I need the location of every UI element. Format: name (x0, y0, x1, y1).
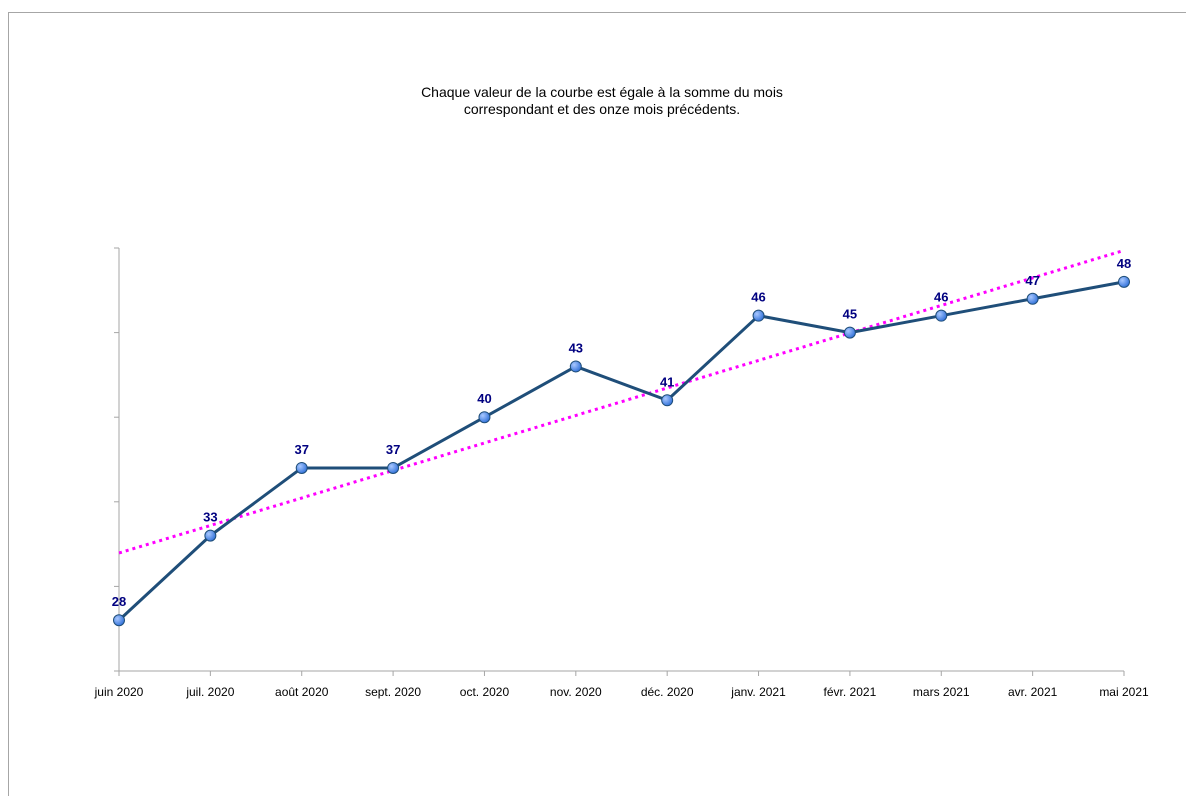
data-point (569, 360, 582, 373)
x-tick-label: sept. 2020 (365, 685, 421, 699)
data-point (1026, 292, 1039, 305)
axes (114, 247, 1125, 676)
data-label: 40 (477, 391, 491, 406)
chart-frame (8, 12, 1186, 796)
data-label: 48 (1117, 256, 1131, 271)
data-label: 46 (751, 290, 765, 305)
data-point (204, 529, 217, 542)
data-point (661, 394, 674, 407)
chart-title-line-2: correspondant et des onze mois précédent… (463, 101, 741, 117)
data-point (478, 411, 491, 424)
data-label: 28 (112, 594, 126, 609)
data-label: 47 (1025, 273, 1039, 288)
data-point (1118, 275, 1130, 288)
data-label: 37 (386, 442, 400, 457)
x-tick-label: juil. 2020 (185, 685, 234, 699)
data-point (752, 309, 765, 322)
x-tick-label: févr. 2021 (824, 685, 877, 699)
data-labels-group: 28 33 37 37 40 43 41 46 45 46 47 48 (112, 256, 1131, 609)
x-tick-label: avr. 2021 (1008, 685, 1058, 699)
x-tick-label: déc. 2020 (641, 685, 694, 699)
data-label: 33 (203, 510, 217, 525)
data-label: 37 (294, 442, 308, 457)
data-label: 46 (934, 290, 948, 305)
chart-title: Chaque valeur de la courbe est égale à l… (300, 84, 904, 118)
data-label: 43 (569, 340, 583, 355)
data-point (387, 461, 400, 474)
data-point (843, 326, 856, 339)
x-tick-label: janv. 2021 (730, 685, 786, 699)
data-point (935, 309, 948, 322)
x-tick-label: mai 2021 (1099, 685, 1149, 699)
x-tick-label: août 2020 (275, 685, 329, 699)
x-tick-labels-group: juin 2020 juil. 2020 août 2020 sept. 2020 oc… (94, 685, 1149, 699)
chart-title-line-1: Chaque valeur de la courbe est égale à l… (421, 84, 783, 100)
trendline-group (118, 248, 1125, 555)
x-tick-label: mars 2021 (913, 685, 970, 699)
series-line (117, 280, 1125, 622)
x-tick-label: nov. 2020 (550, 685, 602, 699)
series-group (113, 275, 1130, 627)
data-label: 45 (843, 307, 857, 322)
x-tick-label: oct. 2020 (460, 685, 510, 699)
trendline (118, 248, 1125, 555)
data-point (113, 614, 125, 627)
data-point (295, 461, 308, 474)
x-tick-label: juin 2020 (94, 685, 144, 699)
data-label: 41 (660, 374, 674, 389)
